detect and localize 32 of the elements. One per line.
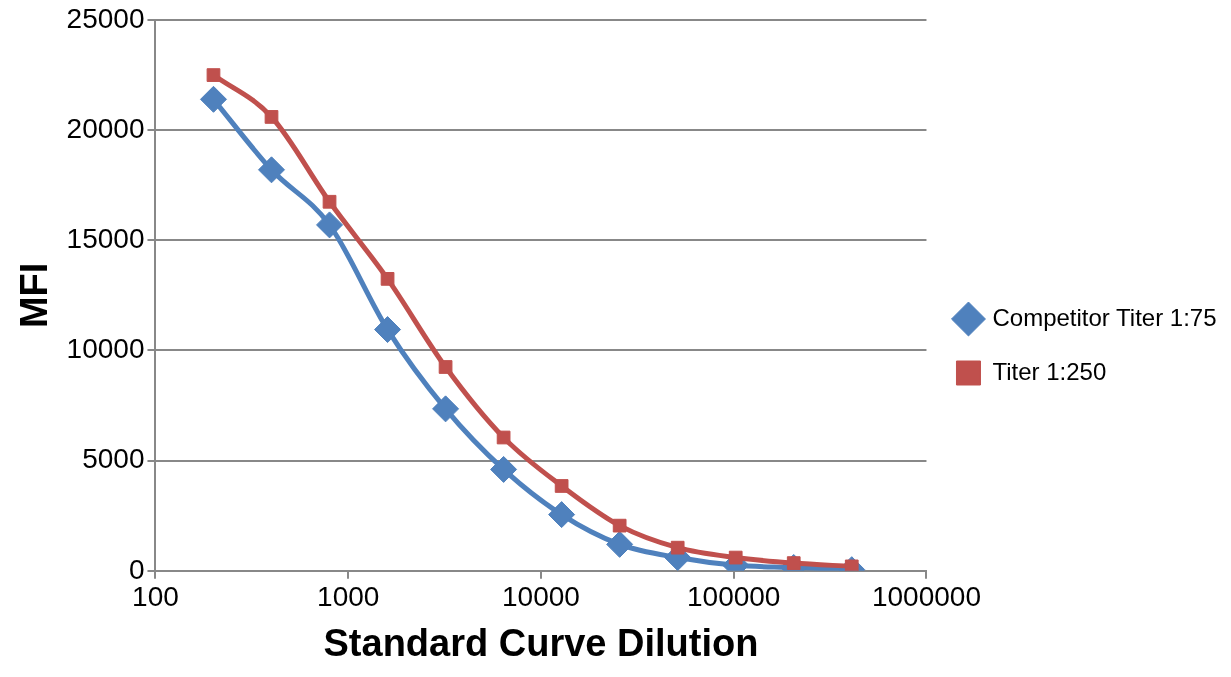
point (670, 540, 685, 555)
x-tick-label: 100000 (687, 581, 781, 613)
legend-label: Titer 1:250 (992, 357, 1107, 385)
point (316, 211, 344, 239)
y-tick-label: 20000 (66, 112, 145, 144)
y-tick-label: 15000 (66, 223, 145, 255)
x-tick-label: 10000 (502, 581, 580, 613)
legend-label: Competitor Titer 1:75 (992, 303, 1217, 331)
point (380, 272, 395, 286)
point (264, 110, 279, 124)
point (206, 68, 221, 82)
point (199, 85, 227, 113)
y-axis-title: MFI (13, 262, 56, 329)
y-tick-label: 5000 (82, 443, 145, 475)
point (548, 501, 576, 529)
point (728, 550, 743, 565)
point (432, 395, 460, 423)
y-tick-label: 25000 (66, 2, 145, 34)
point (258, 156, 286, 184)
point (606, 530, 634, 558)
x-tick-label: 1000 (317, 581, 380, 613)
point (612, 518, 627, 533)
x-tick-label: 1000000 (871, 581, 981, 613)
point (374, 316, 402, 344)
point (496, 430, 511, 445)
point (438, 360, 453, 374)
point (322, 194, 337, 209)
x-axis-title: Standard Curve Dilution (323, 621, 759, 664)
point (554, 479, 569, 493)
point (490, 455, 518, 483)
y-tick-label: 10000 (66, 333, 145, 365)
point (844, 559, 859, 571)
